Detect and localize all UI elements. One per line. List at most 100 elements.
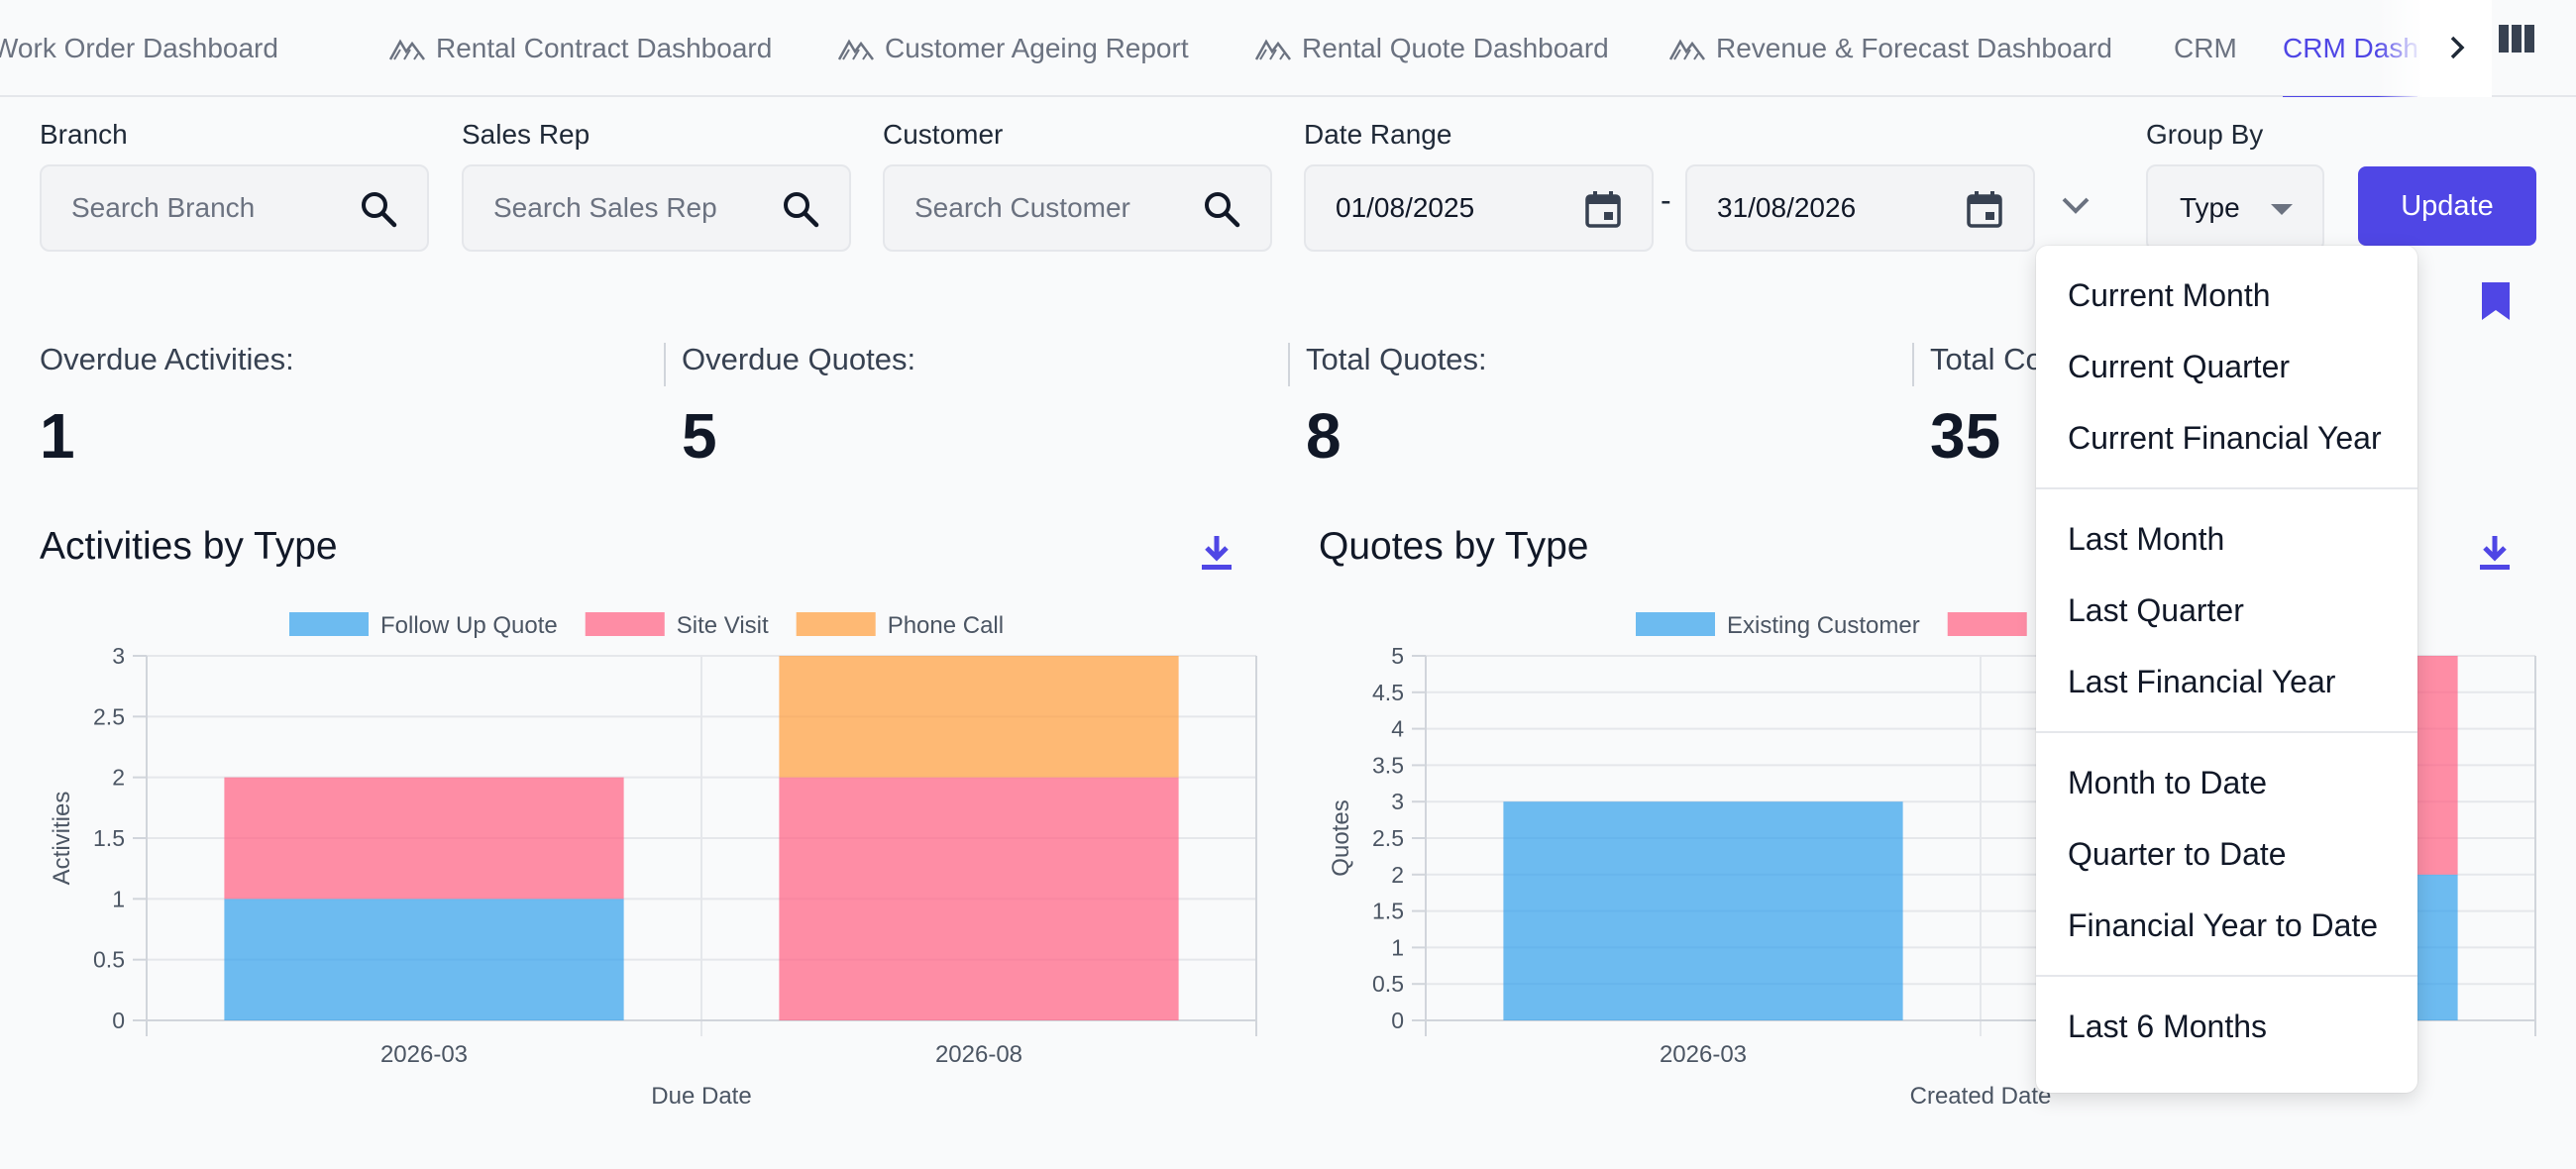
stat-value: 5 bbox=[682, 400, 717, 472]
y-tick-label: 3 bbox=[1391, 789, 1404, 814]
dashboard-icon bbox=[1254, 39, 1291, 60]
tabs-fade bbox=[2378, 0, 2492, 97]
legend-swatch bbox=[796, 612, 876, 636]
y-tick-label: 3 bbox=[112, 643, 125, 669]
activities-by-type-chart: 0 0.5 1 1.5 2 2.5 3 2026-03 2026-08 Due Date Activ… bbox=[49, 612, 1257, 1110]
menu-group: Month to Date Quarter to Date Financial Ye… bbox=[2036, 733, 2417, 977]
stat-overdue-quotes: Overdue Quotes: 5 bbox=[682, 342, 916, 472]
tab-label: Revenue & Forecast Dashboard bbox=[1716, 33, 2112, 63]
tab-label: Customer Ageing Report bbox=[885, 33, 1189, 63]
update-button[interactable]: Update bbox=[2358, 166, 2536, 246]
bar bbox=[224, 777, 624, 900]
bar bbox=[779, 656, 1179, 778]
dashboard-icon bbox=[837, 39, 874, 60]
tabs-bar: Work Order Dashboard Rental Contract Das… bbox=[0, 0, 2576, 97]
menu-item-current-quarter[interactable]: Current Quarter bbox=[2068, 349, 2291, 384]
menu-item-financial-year-to-date[interactable]: Financial Year to Date bbox=[2068, 907, 2379, 943]
menu-group: Current Month Current Quarter Current Fina… bbox=[2036, 246, 2417, 489]
bar bbox=[779, 777, 1179, 1020]
stat-overdue-activities: Overdue Activities: 1 bbox=[40, 342, 294, 472]
y-tick-label: 1 bbox=[1391, 934, 1404, 960]
download-icon[interactable] bbox=[1199, 533, 1234, 573]
date-end-input[interactable] bbox=[1717, 192, 1861, 224]
y-tick-label: 1 bbox=[112, 886, 125, 911]
customer-filter bbox=[883, 164, 1272, 252]
search-icon[interactable] bbox=[1201, 188, 1242, 230]
download-icon[interactable] bbox=[2477, 533, 2513, 573]
search-icon[interactable] bbox=[358, 188, 399, 230]
tab-crm[interactable]: CRM bbox=[2174, 0, 2237, 97]
tab-rental-contract-dashboard[interactable]: Rental Contract Dashboard bbox=[388, 0, 772, 97]
tab-rental-quote-dashboard[interactable]: Rental Quote Dashboard bbox=[1254, 0, 1609, 97]
stat-divider bbox=[664, 343, 666, 386]
stat-total-quotes: Total Quotes: 8 bbox=[1306, 342, 1487, 472]
stat-label: Total Co bbox=[1930, 342, 2043, 376]
stat-label: Overdue Quotes: bbox=[682, 342, 916, 376]
menu-item-quarter-to-date[interactable]: Quarter to Date bbox=[2068, 836, 2287, 872]
y-tick-label: 1.5 bbox=[93, 825, 125, 851]
columns-icon[interactable] bbox=[2497, 22, 2536, 55]
tab-label: CRM bbox=[2174, 33, 2237, 63]
sales-rep-label: Sales Rep bbox=[462, 119, 590, 150]
y-tick-label: 2 bbox=[112, 765, 125, 791]
menu-item-last-quarter[interactable]: Last Quarter bbox=[2068, 592, 2244, 628]
menu-item-last-financial-year[interactable]: Last Financial Year bbox=[2068, 664, 2336, 699]
y-axis-title: Activities bbox=[49, 792, 75, 886]
date-start-input[interactable] bbox=[1336, 192, 1479, 224]
menu-item-month-to-date[interactable]: Month to Date bbox=[2068, 765, 2267, 800]
bookmark-icon[interactable] bbox=[2480, 280, 2512, 322]
branch-label: Branch bbox=[40, 119, 128, 150]
menu-item-last-month[interactable]: Last Month bbox=[2068, 521, 2225, 557]
tab-label: Rental Contract Dashboard bbox=[436, 33, 773, 63]
bar bbox=[224, 899, 624, 1020]
menu-item-last-6-months[interactable]: Last 6 Months bbox=[2068, 1009, 2267, 1044]
legend-label: Existing Customer bbox=[1727, 612, 1920, 639]
menu-item-current-financial-year[interactable]: Current Financial Year bbox=[2068, 420, 2382, 456]
customer-label: Customer bbox=[883, 119, 1004, 150]
y-tick-label: 4.5 bbox=[1372, 680, 1404, 705]
y-tick-label: 0 bbox=[112, 1008, 125, 1033]
group-by-select[interactable]: Type bbox=[2146, 164, 2324, 252]
stat-total-co: Total Co 35 bbox=[1930, 342, 2043, 472]
tab-label: Rental Quote Dashboard bbox=[1302, 33, 1609, 63]
y-tick-label: 0.5 bbox=[93, 947, 125, 973]
x-tick-label: 2026-03 bbox=[380, 1041, 468, 1068]
stat-divider bbox=[1912, 343, 1914, 386]
tabs-next-button[interactable] bbox=[2432, 20, 2482, 75]
x-tick-label: 2026-08 bbox=[935, 1041, 1022, 1068]
stat-divider bbox=[1288, 343, 1290, 386]
chart-title: Activities by Type bbox=[40, 525, 338, 568]
sales-rep-search-input[interactable] bbox=[493, 192, 741, 224]
y-tick-label: 2 bbox=[1391, 862, 1404, 888]
stat-label: Total Quotes: bbox=[1306, 342, 1487, 376]
tab-label: Work Order Dashboard bbox=[0, 33, 278, 63]
menu-item-current-month[interactable]: Current Month bbox=[2068, 277, 2271, 313]
calendar-icon[interactable] bbox=[1964, 188, 2005, 230]
legend-swatch bbox=[1636, 612, 1715, 636]
customer-search-input[interactable] bbox=[914, 192, 1162, 224]
y-tick-label: 0 bbox=[1391, 1008, 1404, 1033]
branch-search-input[interactable] bbox=[71, 192, 319, 224]
y-tick-label: 1.5 bbox=[1372, 899, 1404, 924]
bar bbox=[1503, 801, 1903, 1020]
branch-filter bbox=[40, 164, 429, 252]
stat-label: Overdue Activities: bbox=[40, 342, 294, 376]
tabs-scroll: Work Order Dashboard Rental Contract Das… bbox=[0, 0, 2417, 97]
tab-work-order-dashboard[interactable]: Work Order Dashboard bbox=[0, 0, 278, 97]
date-range-separator: - bbox=[1661, 182, 1671, 218]
chevron-down-icon[interactable] bbox=[2056, 186, 2095, 226]
search-icon[interactable] bbox=[780, 188, 821, 230]
date-end-field bbox=[1685, 164, 2035, 252]
x-axis-title: Created Date bbox=[1910, 1083, 2052, 1110]
y-tick-label: 3.5 bbox=[1372, 752, 1404, 778]
y-tick-label: 5 bbox=[1391, 643, 1404, 669]
calendar-icon[interactable] bbox=[1582, 188, 1624, 230]
y-tick-label: 2.5 bbox=[1372, 825, 1404, 851]
tab-revenue-forecast-dashboard[interactable]: Revenue & Forecast Dashboard bbox=[1668, 0, 2112, 97]
stat-value: 8 bbox=[1306, 400, 1342, 472]
dashboard-icon bbox=[1668, 39, 1705, 60]
group-by-label: Group By bbox=[2146, 119, 2264, 150]
x-tick-label: 2026-03 bbox=[1660, 1041, 1747, 1068]
y-tick-label: 0.5 bbox=[1372, 971, 1404, 997]
tab-customer-ageing-report[interactable]: Customer Ageing Report bbox=[837, 0, 1189, 97]
